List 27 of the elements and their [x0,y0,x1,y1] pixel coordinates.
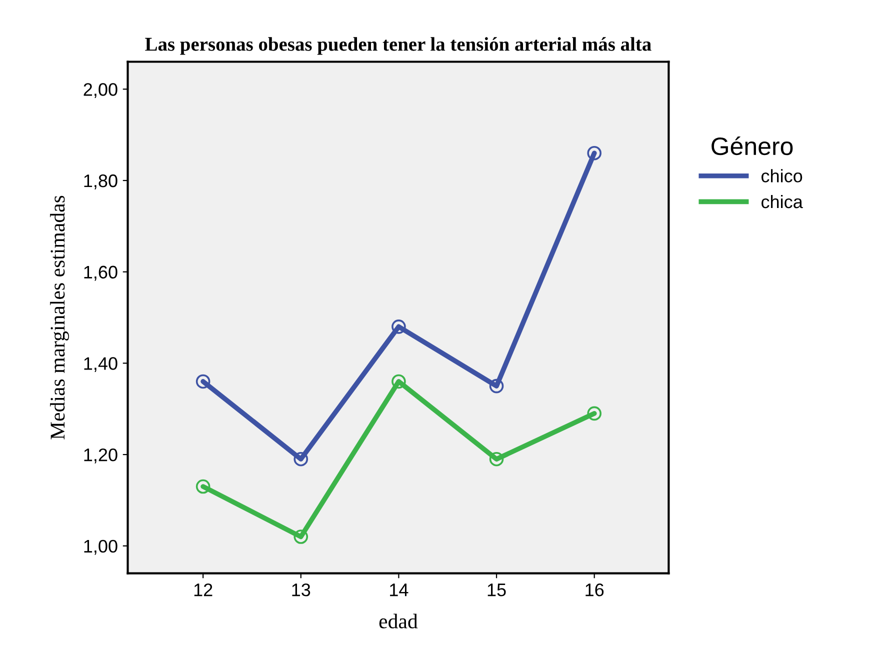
legend-title: Género [712,136,793,156]
y-axis-title: Medias marginales estimadas [50,196,69,440]
legend-label: chica [762,194,803,208]
point [587,406,602,421]
chart-title: Las personas obesas pueden tener la tensión arterial más alta [145,37,652,55]
x-axis-title: edad [379,614,418,628]
x-tick-label: 15 [488,584,506,596]
point [196,479,210,494]
point [489,378,504,394]
x-tick-label: 16 [586,584,604,596]
x-tick-label: 13 [292,584,310,596]
y-tick-label: 1,20 [84,448,118,464]
point [489,452,504,466]
legend-label: chico [762,169,802,182]
x-tick-label: 14 [390,584,408,596]
y-tick-label: 1,80 [84,174,118,190]
point [196,374,210,389]
y-tick-label: 2,00 [84,83,118,98]
x-tick-label: 12 [194,584,212,596]
point [392,320,406,334]
point [392,374,406,389]
y-tick-label: 1,00 [84,540,118,555]
point [587,146,602,160]
y-tick-label: 1,40 [84,357,118,372]
point [294,530,308,544]
point [294,452,308,466]
y-tick-label: 1,60 [84,266,118,281]
